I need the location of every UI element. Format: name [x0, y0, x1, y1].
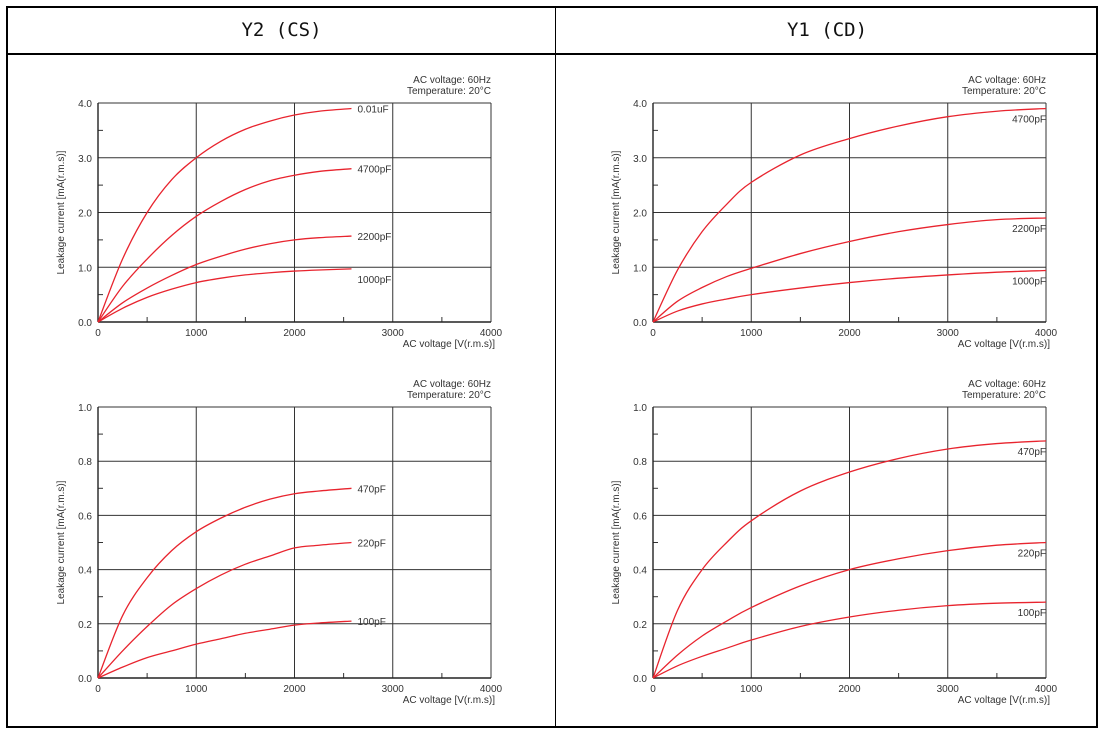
y-tick-label: 4.0: [633, 99, 647, 110]
series-label: 470pF: [1018, 447, 1046, 458]
series-label: 4700pF: [357, 165, 391, 176]
series-line-4700pf: [97, 168, 352, 323]
series-label: 220pF: [357, 539, 385, 550]
chart-note: AC voltage: 60Hz: [413, 75, 491, 86]
x-tick-label: 2000: [283, 684, 306, 695]
chart-y1-lower: 0 1000 2000 3000 4000 0.0 0.2 0.4 0.6 0.8 1.0 AC vo…: [611, 379, 1058, 706]
header-divider: [8, 53, 1098, 55]
series-label: 1000pF: [1012, 277, 1046, 288]
y-tick-label: 1.0: [78, 403, 92, 414]
x-tick-label: 1000: [740, 684, 763, 695]
series-line-1000pf: [652, 269, 1047, 323]
y-axis-label: Leakage current [mA(r.m.s)]: [611, 150, 622, 274]
x-tick-label: 1000: [185, 684, 208, 695]
x-axis-label: AC voltage [V(r.m.s)]: [403, 339, 495, 350]
chart-note: AC voltage: 60Hz: [968, 75, 1046, 86]
chart-note: Temperature: 20°C: [407, 390, 491, 401]
y-tick-label: 0.8: [78, 457, 92, 468]
x-tick-label: 3000: [382, 328, 405, 339]
x-tick-label: 0: [95, 684, 101, 695]
y-tick-label: 0.2: [633, 620, 647, 631]
x-tick-label: 0: [650, 684, 656, 695]
y-tick-label: 0.2: [78, 620, 92, 631]
series-line-0.01uf: [97, 107, 352, 323]
comparison-table: Y2 (CS) Y1 (CD): [6, 6, 1098, 728]
y-tick-label: 0.0: [633, 318, 647, 329]
series-label: 4700pF: [1012, 114, 1046, 125]
series-line-220pf: [97, 541, 352, 679]
series-line-100pf: [97, 620, 352, 679]
x-tick-label: 0: [95, 328, 101, 339]
y-tick-label: 1.0: [633, 403, 647, 414]
series-line-2200pf: [97, 235, 352, 323]
x-axis-label: AC voltage [V(r.m.s)]: [958, 339, 1050, 350]
x-tick-label: 4000: [480, 684, 503, 695]
series-label: 100pF: [1018, 608, 1046, 619]
column-header-y2: Y2 (CS): [241, 19, 322, 41]
chart-y2-upper: 0 1000 2000 3000 4000 0.0 1.0 2.0 3.0 4.0 AC volta…: [56, 75, 503, 350]
y-tick-label: 0.6: [78, 511, 92, 522]
x-tick-label: 2000: [838, 684, 861, 695]
series-line-220pf: [652, 541, 1047, 679]
column-header-y1: Y1 (CD): [786, 19, 868, 41]
x-tick-label: 3000: [937, 328, 960, 339]
x-tick-label: 0: [650, 328, 656, 339]
y-tick-label: 0.0: [633, 674, 647, 685]
x-axis-label: AC voltage [V(r.m.s)]: [958, 695, 1050, 706]
series-label: 0.01uF: [357, 104, 388, 115]
y-tick-label: 1.0: [78, 263, 92, 274]
chart-note: Temperature: 20°C: [407, 86, 491, 97]
series-label: 100pF: [357, 617, 385, 628]
x-tick-label: 3000: [382, 684, 405, 695]
series-label: 2200pF: [357, 232, 391, 243]
series-line-2200pf: [652, 217, 1047, 323]
series-line-100pf: [652, 601, 1047, 679]
x-tick-label: 4000: [1035, 328, 1058, 339]
y-tick-label: 2.0: [633, 209, 647, 220]
y-tick-label: 2.0: [78, 209, 92, 220]
series-label: 2200pF: [1012, 224, 1046, 235]
y-tick-label: 3.0: [78, 154, 92, 165]
y-tick-label: 0.8: [633, 457, 647, 468]
series-label: 470pF: [357, 484, 385, 495]
y-tick-label: 1.0: [633, 263, 647, 274]
series-label: 220pF: [1018, 549, 1046, 560]
x-tick-label: 2000: [283, 328, 306, 339]
y-tick-label: 0.6: [633, 511, 647, 522]
x-axis-label: AC voltage [V(r.m.s)]: [403, 695, 495, 706]
y-tick-label: 3.0: [633, 154, 647, 165]
x-tick-label: 2000: [838, 328, 861, 339]
y-axis-label: Leakage current [mA(r.m.s)]: [56, 480, 67, 604]
x-tick-label: 1000: [740, 328, 763, 339]
series-line-470pf: [97, 487, 352, 679]
series-line-1000pf: [97, 268, 352, 323]
x-tick-label: 4000: [480, 328, 503, 339]
chart-note: Temperature: 20°C: [962, 390, 1046, 401]
x-tick-label: 3000: [937, 684, 960, 695]
y-tick-label: 4.0: [78, 99, 92, 110]
y-axis-label: Leakage current [mA(r.m.s)]: [56, 150, 67, 274]
x-tick-label: 4000: [1035, 684, 1058, 695]
y-tick-label: 0.0: [78, 674, 92, 685]
chart-note: AC voltage: 60Hz: [968, 379, 1046, 390]
y-tick-label: 0.4: [78, 566, 92, 577]
y-tick-label: 0.4: [633, 566, 647, 577]
series-line-4700pf: [652, 107, 1047, 323]
chart-note: AC voltage: 60Hz: [413, 379, 491, 390]
column-divider: [555, 8, 556, 728]
series-line-470pf: [652, 440, 1047, 679]
chart-y2-lower: 0 1000 2000 3000 4000 0.0 0.2 0.4 0.6 0.8 1.0 AC vo…: [56, 379, 503, 706]
y-axis-label: Leakage current [mA(r.m.s)]: [611, 480, 622, 604]
chart-note: Temperature: 20°C: [962, 86, 1046, 97]
x-tick-label: 1000: [185, 328, 208, 339]
chart-y1-upper: 0 1000 2000 3000 4000 0.0 1.0 2.0 3.0 4.0 AC volta…: [611, 75, 1058, 350]
y-tick-label: 0.0: [78, 318, 92, 329]
series-label: 1000pF: [357, 275, 391, 286]
